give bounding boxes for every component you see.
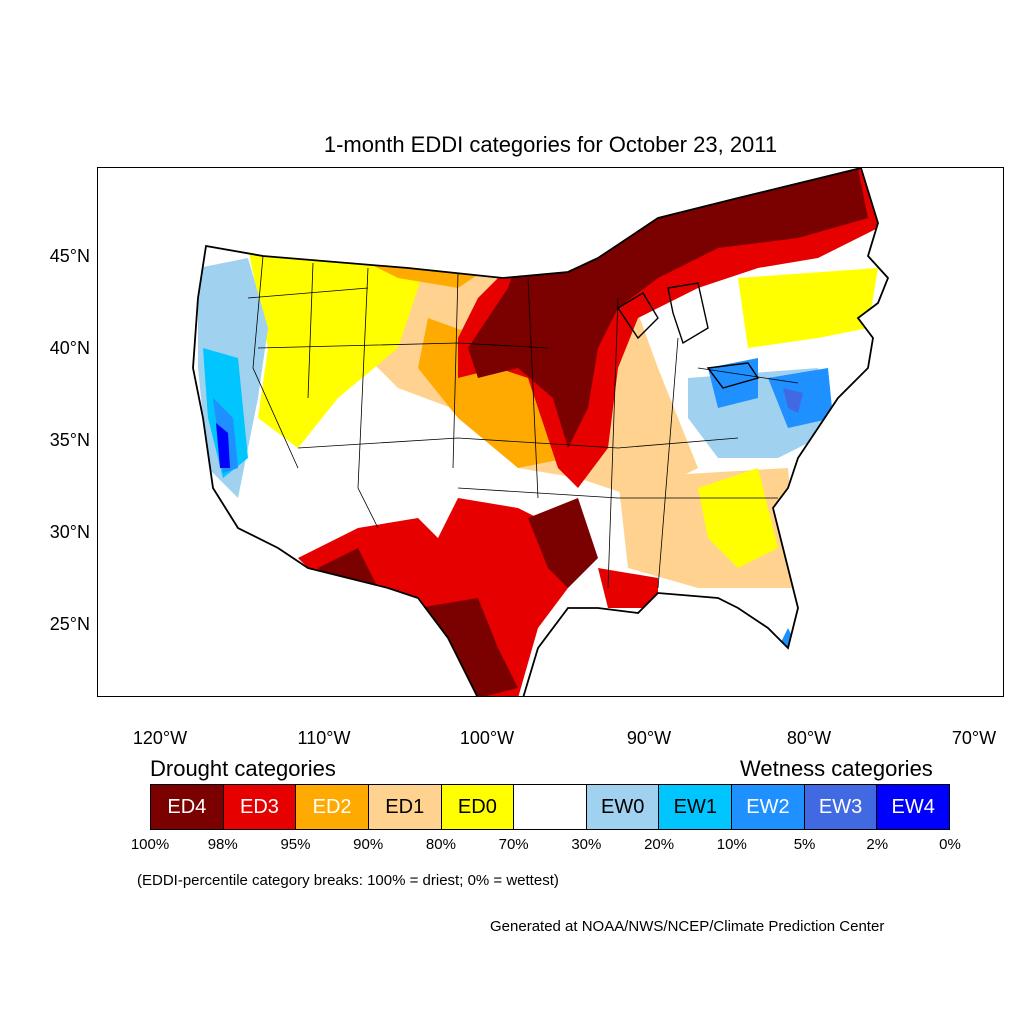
lon-tick-label: 110°W <box>297 728 351 748</box>
lon-tick-label: 120°W <box>132 728 188 748</box>
legend-box: ED0 <box>441 785 515 829</box>
eddi-category-fill <box>193 168 888 696</box>
lat-tick-label: 40°N <box>49 338 90 358</box>
legend-break-label: 20% <box>644 836 675 853</box>
category-note: (EDDI-percentile category breaks: 100% =… <box>137 872 559 889</box>
legend-break-label: 95% <box>280 836 311 853</box>
legend-box: ED2 <box>296 785 369 829</box>
lat-tick-label: 45°N <box>49 246 90 266</box>
lat-tick-label: 35°N <box>49 430 90 450</box>
legend-box: EW1 <box>659 785 733 829</box>
legend-box: EW2 <box>732 785 805 829</box>
lon-tick-label: 80°W <box>786 728 832 748</box>
legend-break-label: 70% <box>498 836 529 853</box>
lon-tick-label: 90°W <box>626 728 672 748</box>
map-frame <box>97 167 1004 697</box>
map-title: 1-month EDDI categories for October 23, … <box>323 132 778 157</box>
legend-box: ED4 <box>151 785 224 829</box>
legend-box <box>514 785 587 829</box>
lon-tick-label: 100°W <box>459 728 515 748</box>
legend-box: EW0 <box>586 785 660 829</box>
conus-map <box>192 168 890 696</box>
map-outlines <box>192 168 890 696</box>
legend-box: ED3 <box>223 785 297 829</box>
legend-box: EW4 <box>877 785 950 829</box>
legend-box: ED1 <box>368 785 442 829</box>
lat-tick-label: 30°N <box>49 522 90 542</box>
legend-break-label: 90% <box>353 836 384 853</box>
legend-break-label: 10% <box>716 836 747 853</box>
legend-break-label: 100% <box>130 836 170 853</box>
lon-tick-label: 70°W <box>951 728 997 748</box>
legend-box: EW3 <box>804 785 878 829</box>
legend-color-bar: ED4 ED3 ED2 ED1 ED0 EW0 EW1 EW2 EW3 EW4 <box>150 784 950 830</box>
legend-break-label: 80% <box>425 836 456 853</box>
legend-break-label: 5% <box>793 836 816 853</box>
wetness-categories-heading: Wetness categories <box>740 756 933 781</box>
credit-line: Generated at NOAA/NWS/NCEP/Climate Predi… <box>490 918 885 935</box>
drought-categories-heading: Drought categories <box>150 756 336 781</box>
legend-break-label: 98% <box>207 836 238 853</box>
legend-break-label: 30% <box>571 836 602 853</box>
legend-break-label: 2% <box>866 836 889 853</box>
legend-break-label: 0% <box>939 836 961 853</box>
lat-tick-label: 25°N <box>49 614 90 634</box>
